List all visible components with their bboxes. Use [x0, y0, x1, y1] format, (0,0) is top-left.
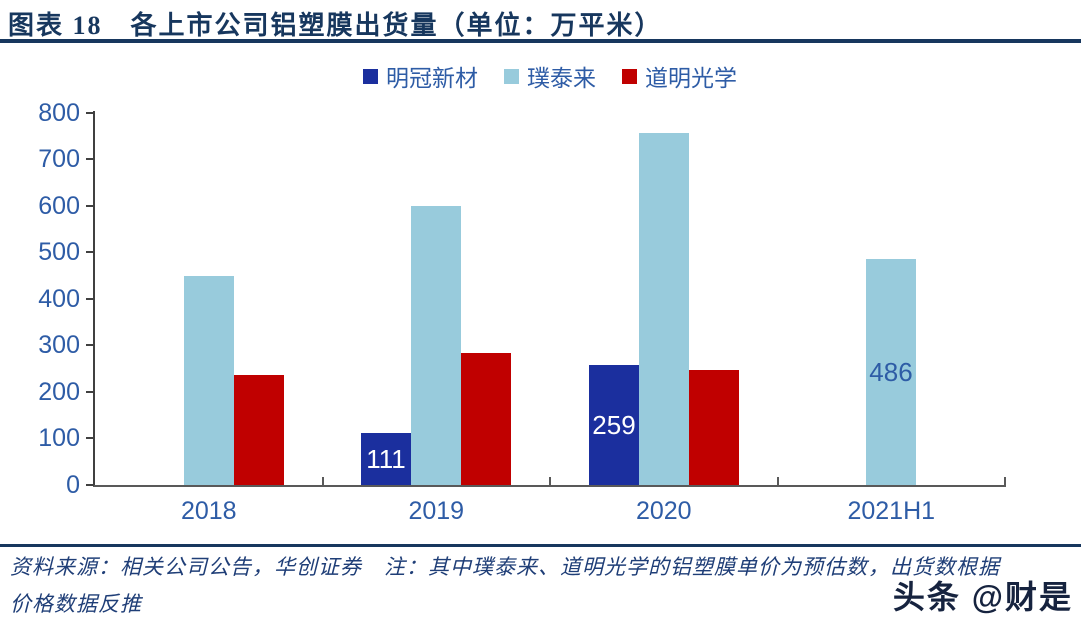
bar-2018-putailai	[184, 276, 234, 485]
y-tick-label-600: 600	[38, 192, 80, 220]
y-tick-600	[86, 205, 94, 207]
legend-label-mingguan: 明冠新材	[386, 65, 478, 91]
y-tick-300	[86, 344, 94, 346]
y-tick-label-200: 200	[38, 378, 80, 406]
watermark: 头条 @财是	[892, 579, 1073, 615]
y-tick-700	[86, 158, 94, 160]
x-boundary-tick-2	[549, 477, 551, 485]
x-boundary-tick-3	[776, 477, 779, 485]
chart-legend: 明冠新材 璞泰来 道明光学	[95, 60, 1005, 92]
legend-item-mingguan: 明冠新材	[363, 59, 478, 93]
x-axis-line	[93, 485, 1006, 487]
y-tick-200	[86, 391, 94, 393]
y-tick-100	[86, 437, 94, 439]
bar-2019-mingguan	[361, 433, 411, 485]
y-tick-label-700: 700	[38, 145, 80, 173]
bar-2020-daoming	[689, 370, 739, 485]
x-category-label-2019: 2019	[408, 497, 465, 525]
y-tick-label-800: 800	[38, 99, 80, 127]
y-tick-label-300: 300	[38, 331, 80, 359]
x-category-label-2020: 2020	[635, 497, 692, 525]
x-boundary-tick-1	[321, 477, 324, 485]
bar-label-2021H1-putailai: 486	[869, 357, 913, 387]
bar-label-2020-mingguan: 259	[592, 410, 636, 440]
source-note-line1: 资料来源：相关公司公告，华创证券 注：其中璞泰来、道明光学的铝塑膜单价为预估数，…	[10, 555, 1000, 579]
footer-rule	[0, 544, 1081, 547]
y-tick-label-500: 500	[38, 238, 80, 266]
bar-2021H1-putailai	[866, 259, 916, 485]
y-tick-0	[86, 484, 94, 486]
bar-2018-daoming	[234, 375, 284, 485]
y-axis-line	[93, 111, 95, 487]
x-category-label-2021H1: 2021H1	[847, 497, 936, 525]
legend-swatch-mingguan	[363, 68, 378, 84]
bar-2019-daoming	[461, 353, 511, 485]
y-tick-label-400: 400	[38, 285, 80, 313]
bar-2020-putailai	[639, 133, 689, 485]
legend-label-putailai: 璞泰来	[527, 65, 596, 91]
legend-item-putailai: 璞泰来	[504, 59, 596, 93]
source-note-line2: 价格数据反推	[10, 592, 142, 616]
x-category-label-2018: 2018	[180, 497, 237, 525]
legend-swatch-putailai	[504, 68, 519, 84]
x-boundary-tick-4	[1004, 477, 1006, 485]
legend-item-daoming: 道明光学	[622, 59, 737, 93]
bar-2019-putailai	[411, 206, 461, 485]
y-tick-500	[86, 251, 94, 253]
y-tick-label-100: 100	[38, 424, 80, 452]
y-tick-800	[86, 112, 94, 114]
title-rule	[0, 39, 1081, 43]
figure-title: 图表 18 各上市公司铝塑膜出货量（单位：万平米）	[8, 11, 663, 40]
bar-2020-mingguan	[589, 365, 639, 485]
legend-swatch-daoming	[622, 68, 637, 84]
y-tick-400	[86, 298, 94, 300]
legend-label-daoming: 道明光学	[645, 65, 737, 91]
y-tick-label-0: 0	[66, 471, 80, 499]
bar-label-2019-mingguan: 111	[366, 444, 406, 474]
